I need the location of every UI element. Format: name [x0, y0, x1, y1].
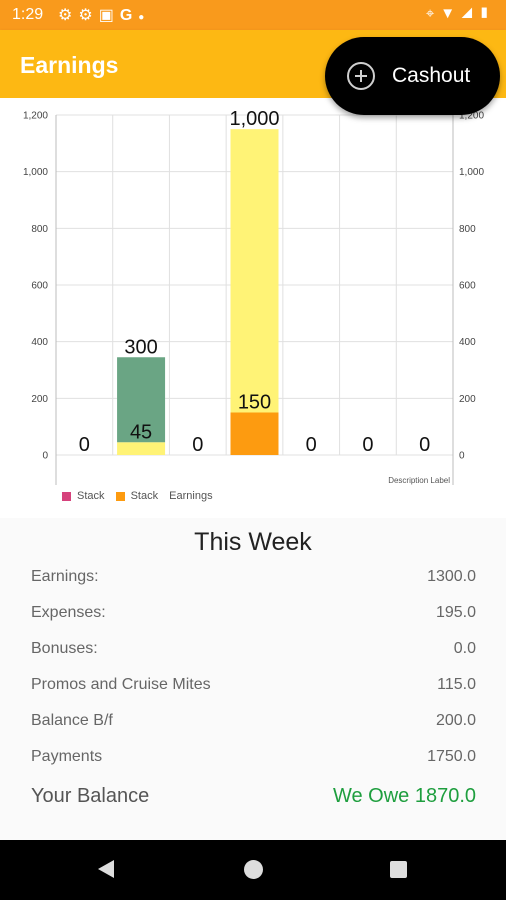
bar-value-label: 0 [362, 434, 373, 456]
system-status-icons: ⌖▼◢▮ [426, 5, 496, 22]
bar-value-label: 0 [79, 434, 90, 456]
chart-canvas: 0 0 200 200 400 400 600 600 800 800 1,000 1,000 1,20… [23, 108, 484, 485]
back-icon[interactable] [98, 860, 114, 878]
navigation-bar [0, 840, 506, 900]
row-label: Expenses: [31, 604, 106, 621]
image-icon: ▣ [98, 7, 120, 24]
y-tick-label-left: 600 [31, 281, 48, 292]
status-time: 1:29 [12, 6, 44, 23]
y-tick-label-left: 1,200 [23, 111, 48, 122]
row-label: Bonuses: [31, 640, 98, 657]
row-label: Payments [31, 748, 103, 765]
earnings-chart: 0 0 200 200 400 400 600 600 800 800 1,000 1,000 1,20… [0, 98, 506, 518]
signal-icon: ◢ [461, 5, 479, 22]
cashout-button[interactable]: Cashout [325, 37, 500, 115]
legend-swatch-orange [115, 491, 125, 501]
y-tick-label-left: 0 [42, 451, 48, 462]
y-tick-label-left: 1,000 [23, 167, 48, 178]
bar-segment [230, 412, 279, 455]
row-value: 1750.0 [427, 748, 476, 765]
chart-legend: Stack Stack Earnings [62, 490, 213, 502]
summary-row-balance-bf: Balance B/f 200.0 [31, 712, 476, 736]
cashout-label: Cashout [392, 64, 471, 87]
bar-value-label: 0 [192, 434, 203, 456]
legend-label: Stack [130, 490, 159, 503]
page-title: Earnings [20, 52, 119, 78]
notification-icons: ⚙⚙▣G● [58, 5, 150, 25]
home-icon[interactable] [244, 860, 263, 879]
legend-swatch-pink [62, 491, 71, 501]
row-value: 1300.0 [427, 568, 476, 585]
summary-row-expenses: Expenses: 195.0 [31, 604, 476, 628]
legend-item: Stack [115, 490, 159, 503]
recent-apps-icon[interactable] [390, 861, 407, 878]
bar-value-label: 0 [306, 434, 317, 456]
y-tick-label-right: 400 [459, 337, 476, 348]
dot-icon: ● [138, 12, 151, 23]
y-tick-label-right: 1,200 [459, 111, 484, 122]
y-tick-label-left: 200 [31, 394, 48, 405]
summary-row-promos: Promos and Cruise Mites 115.0 [31, 676, 476, 700]
y-tick-label-right: 1,000 [459, 167, 484, 178]
y-tick-label-left: 400 [31, 337, 48, 348]
bar-value-label: 1,000 [229, 108, 279, 130]
row-label: Earnings: [31, 568, 99, 585]
add-circle-icon [347, 62, 375, 90]
summary-row-payments: Payments 1750.0 [31, 748, 476, 772]
weekly-summary: This Week Earnings: 1300.0 Expenses: 195.0… [0, 518, 506, 840]
battery-icon: ▮ [478, 5, 496, 22]
legend-item: Stack [62, 490, 105, 502]
legend-title: Earnings [169, 490, 213, 503]
summary-row-your-balance: Your Balance We Owe 1870.0 [31, 785, 476, 815]
row-value: 200.0 [435, 712, 476, 729]
chart-description-label: Description Label [388, 476, 450, 485]
balance-value: We Owe 1870.0 [332, 785, 476, 807]
bar-value-label: 0 [419, 434, 430, 456]
y-tick-label-right: 200 [459, 394, 476, 405]
bar-segment [230, 129, 279, 413]
row-value: 115.0 [437, 676, 476, 693]
legend-label: Stack [77, 490, 105, 503]
balance-label: Your Balance [31, 785, 150, 807]
bar-value-label: 300 [124, 336, 157, 358]
row-value: 0.0 [453, 640, 476, 657]
bar-value-label: 150 [238, 392, 271, 414]
summary-row-earnings: Earnings: 1300.0 [31, 568, 476, 592]
google-icon: G [119, 7, 139, 24]
settings-icon: ⚙ [78, 7, 99, 24]
y-tick-label-left: 800 [31, 224, 48, 235]
wifi-icon: ▼ [440, 5, 462, 22]
row-value: 195.0 [435, 604, 476, 621]
y-tick-label-right: 0 [459, 451, 465, 462]
settings-icon: ⚙ [58, 7, 79, 24]
bar-segment [117, 357, 166, 443]
bar-value-label: 45 [130, 421, 152, 443]
bar-segment [117, 442, 166, 455]
summary-title: This Week [194, 528, 312, 556]
summary-row-bonuses: Bonuses: 0.0 [31, 640, 476, 664]
row-label: Balance B/f [31, 712, 113, 729]
y-tick-label-right: 800 [459, 224, 476, 235]
row-label: Promos and Cruise Mites [31, 676, 211, 693]
y-tick-label-right: 600 [459, 281, 476, 292]
status-bar: 1:29 ⚙⚙▣G● ⌖▼◢▮ [0, 0, 506, 30]
location-icon: ⌖ [425, 5, 441, 22]
